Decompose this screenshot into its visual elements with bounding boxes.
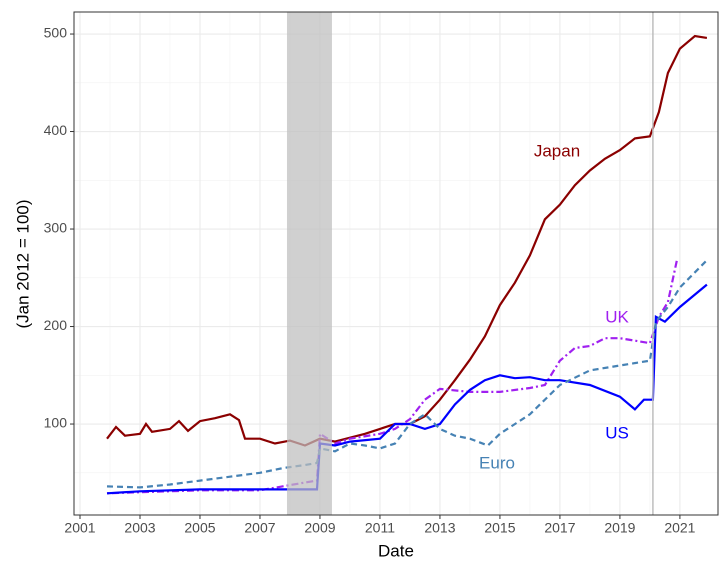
series-line (106, 259, 708, 489)
x-tick-label: 2011 (365, 520, 395, 536)
x-tick-label: 2005 (184, 520, 215, 536)
series-label: Japan (534, 141, 580, 160)
series-line (106, 259, 678, 495)
series-label: US (605, 423, 629, 442)
y-tick-label: 500 (44, 25, 68, 41)
x-tick-label: 2019 (604, 520, 635, 536)
series-line (106, 34, 708, 447)
panel-border (73, 11, 719, 516)
y-tick-label: 300 (44, 220, 68, 236)
y-tick-label: 100 (44, 415, 68, 431)
x-tick-label: 2007 (244, 520, 275, 536)
x-tick-label: 2003 (124, 520, 155, 536)
series-label: Euro (479, 453, 515, 472)
x-tick-label: 2001 (64, 520, 95, 536)
x-tick-label: 2017 (544, 520, 575, 536)
y-axis-title: (Jan 2012 = 100) (13, 199, 32, 328)
x-tick-label: 2015 (484, 520, 515, 536)
series-label: UK (605, 307, 629, 326)
x-axis-title: Date (378, 541, 414, 560)
y-tick-label: 400 (44, 122, 68, 138)
x-tick-label: 2009 (304, 520, 335, 536)
y-tick-label: 200 (44, 317, 68, 333)
x-tick-label: 2013 (424, 520, 455, 536)
x-tick-label: 2021 (664, 520, 695, 536)
shaded-region (286, 12, 332, 515)
